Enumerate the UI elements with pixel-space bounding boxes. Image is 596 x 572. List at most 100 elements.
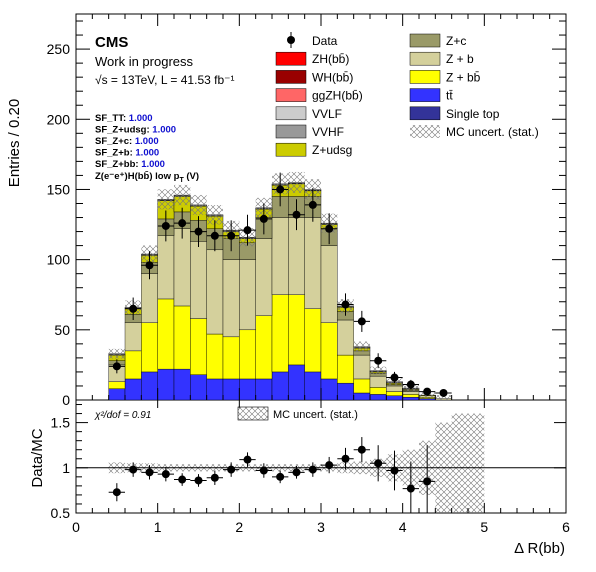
ratio-point-0 bbox=[112, 488, 121, 497]
mc-unc-5 bbox=[190, 194, 207, 215]
legend-label-4: WH(bb̄) bbox=[312, 70, 353, 84]
ratio-point-16 bbox=[374, 459, 383, 468]
bar-0-12 bbox=[304, 371, 322, 401]
legend-swatch-9 bbox=[409, 106, 441, 121]
bar-0-6 bbox=[206, 378, 224, 401]
ratio-point-18 bbox=[406, 484, 415, 493]
scale-factor-value-3: 1.000 bbox=[135, 148, 159, 159]
legend-label-10: VVHF bbox=[312, 125, 344, 139]
y-tick-label-2: 100 bbox=[47, 252, 71, 268]
ratio-point-17 bbox=[390, 466, 399, 475]
data-point-8 bbox=[243, 226, 252, 235]
data-points bbox=[108, 172, 452, 397]
ratio-point-19 bbox=[423, 477, 432, 486]
ratio-point-14 bbox=[341, 454, 350, 463]
bar-0-9 bbox=[255, 378, 273, 401]
bar-1-17 bbox=[386, 391, 403, 396]
ratio-tick-label-1: 1 bbox=[62, 460, 70, 476]
mc-unc-3 bbox=[157, 189, 174, 210]
chi2-label: χ²/dof = 0.91 bbox=[94, 410, 151, 421]
legend-swatch-10 bbox=[275, 124, 307, 139]
y-tick-label-1: 50 bbox=[54, 322, 70, 338]
axes: 0 1 2 3 4 5 6 0 50 100 150 200 250 0.5 1 1.5 bbox=[47, 14, 570, 535]
x-tick-label-2: 2 bbox=[235, 519, 243, 535]
x-axis-label: Δ R(bb) bbox=[514, 540, 565, 557]
x-tick-label-6: 6 bbox=[562, 519, 570, 535]
data-point-1 bbox=[129, 304, 138, 313]
data-point-10 bbox=[276, 185, 285, 194]
mc-unc-11 bbox=[288, 171, 305, 193]
bar-0-18 bbox=[402, 396, 420, 401]
legend-swatch-7 bbox=[409, 88, 441, 102]
bar-2-5 bbox=[190, 241, 207, 319]
scale-factor-label-3: SF_Z+b: bbox=[95, 148, 135, 159]
ratio-point-6 bbox=[210, 473, 219, 482]
legend-label-6: ggZH(bb̄) bbox=[312, 89, 363, 103]
bar-2-3 bbox=[157, 235, 175, 300]
mc-unc-20 bbox=[435, 395, 452, 400]
bar-1-0 bbox=[108, 381, 126, 389]
scale-factor-3: SF_Z+b: 1.000 bbox=[95, 148, 159, 159]
legend-label-7: tt̄ bbox=[446, 89, 453, 103]
bar-2-2 bbox=[141, 273, 158, 324]
ratio-point-3 bbox=[161, 470, 170, 479]
bar-0-2 bbox=[141, 371, 158, 401]
bar-2-1 bbox=[124, 322, 142, 352]
x-tick-label-1: 1 bbox=[154, 519, 162, 535]
ratio-point-15 bbox=[357, 445, 366, 454]
bar-0-4 bbox=[173, 368, 191, 401]
ratio-point-8 bbox=[243, 455, 252, 464]
stacked-histograms bbox=[108, 182, 452, 401]
data-point-7 bbox=[227, 231, 236, 240]
region-label: Z(e⁻e⁺)H(bb̄) low pT (V) bbox=[95, 171, 199, 184]
ratio-point-12 bbox=[308, 465, 317, 474]
legend-swatch-3 bbox=[409, 51, 441, 66]
ratio-point-2 bbox=[145, 468, 154, 477]
x-tick-label-5: 5 bbox=[480, 519, 488, 535]
y-tick-label-5: 250 bbox=[47, 41, 71, 57]
bar-1-13 bbox=[320, 322, 338, 380]
bar-2-12 bbox=[304, 217, 322, 309]
ratio-point-11 bbox=[292, 468, 301, 477]
ratio-point-5 bbox=[194, 476, 203, 485]
y-tick-label-4: 200 bbox=[47, 111, 71, 127]
mc-unc-16 bbox=[370, 366, 387, 375]
mc-unc-15 bbox=[353, 341, 370, 352]
data-point-4 bbox=[178, 219, 187, 228]
x-tick-label-3: 3 bbox=[317, 519, 325, 535]
ratio-tick-label-2: 1.5 bbox=[51, 415, 71, 431]
legend-label-12: Z+udsg bbox=[312, 143, 352, 157]
ratio-unc-21 bbox=[451, 413, 468, 513]
legend-swatch-11 bbox=[410, 125, 440, 138]
scale-factor-1: SF_Z+udsg: 1.000 bbox=[95, 125, 176, 136]
bar-0-15 bbox=[353, 392, 371, 401]
bar-1-16 bbox=[369, 387, 387, 395]
data-point-11 bbox=[292, 210, 301, 219]
bar-2-8 bbox=[239, 259, 256, 331]
scale-factor-2: SF_Z+c: 1.000 bbox=[95, 136, 159, 147]
data-point-19 bbox=[423, 387, 432, 396]
ratio-point-13 bbox=[325, 461, 334, 470]
bar-0-7 bbox=[222, 378, 240, 401]
scale-factor-label-1: SF_Z+udsg: bbox=[95, 125, 152, 136]
bar-1-4 bbox=[173, 305, 191, 370]
data-point-2 bbox=[145, 261, 154, 270]
ratio-point-10 bbox=[276, 472, 285, 481]
scale-factor-value-4: 1.000 bbox=[141, 159, 165, 170]
ratio-tick-label-0: 0.5 bbox=[51, 505, 71, 521]
data-point-13 bbox=[325, 224, 334, 233]
scale-factor-value-1: 1.000 bbox=[152, 125, 176, 136]
status-label: Work in progress bbox=[95, 54, 194, 69]
bar-0-0 bbox=[108, 388, 126, 401]
bar-1-8 bbox=[239, 329, 256, 380]
bar-2-15 bbox=[353, 354, 371, 380]
scale-factor-value-0: 1.000 bbox=[129, 113, 153, 124]
y-tick-label-3: 150 bbox=[47, 181, 71, 197]
legend-label-5: Z + bb̄ bbox=[446, 70, 481, 84]
bar-1-9 bbox=[255, 315, 273, 380]
legend-swatch-2 bbox=[275, 51, 307, 66]
bar-2-4 bbox=[173, 228, 191, 307]
legend-label-2: ZH(bb̄) bbox=[312, 52, 349, 66]
bar-1-15 bbox=[353, 378, 371, 394]
